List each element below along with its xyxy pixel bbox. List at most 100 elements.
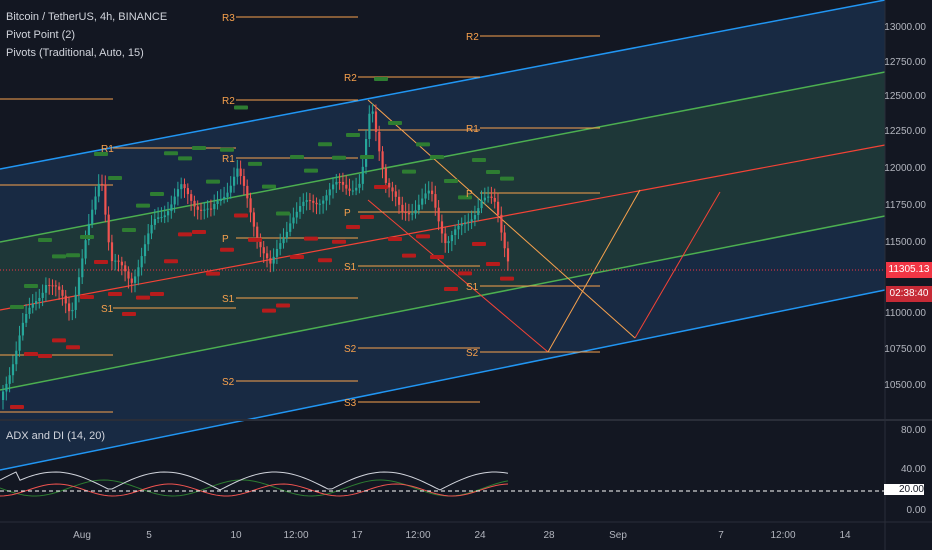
time-tick: 5 [146, 530, 152, 541]
pivot-block [248, 161, 262, 166]
candle-body [127, 271, 130, 279]
candle-body [8, 375, 11, 384]
pivot-block [178, 156, 192, 161]
symbol-legend[interactable]: Bitcoin / TetherUS, 4h, BINANCE [6, 11, 168, 23]
pivot-block [276, 303, 290, 308]
pivot-block [94, 260, 108, 264]
candle-body [219, 199, 222, 201]
price-tick: 12750.00 [884, 57, 926, 68]
candle-body [110, 242, 114, 262]
candle-body [28, 307, 31, 314]
pivot-block [150, 192, 164, 196]
time-tick: Sep [609, 530, 627, 541]
candle-body [381, 151, 384, 169]
candle-body [401, 204, 404, 212]
adx-tick: 0.00 [906, 505, 926, 516]
pivot-block [150, 292, 164, 296]
pivot-block [318, 142, 332, 147]
pivot-label: R2 [466, 32, 479, 43]
candle-body [94, 196, 97, 210]
time-tick: 12:00 [770, 530, 796, 541]
pivot-block [402, 253, 416, 258]
candle-body [269, 258, 272, 264]
candle-body [61, 289, 64, 296]
candle-body [11, 364, 15, 376]
candle-body [308, 200, 312, 202]
pivot-label: S2 [344, 344, 357, 355]
price-tick: 11500.00 [885, 237, 926, 248]
candle-body [351, 190, 354, 192]
projection-red-2 [634, 191, 721, 339]
indicator-legend-adx[interactable]: ADX and DI (14, 20) [6, 430, 106, 442]
pivot-block [276, 211, 290, 216]
pivot-label: S1 [344, 262, 357, 273]
pivot-block [374, 185, 388, 189]
pivot-block [80, 295, 94, 299]
candle-body [38, 297, 41, 302]
candle-body [239, 168, 242, 177]
candle-body [5, 383, 8, 392]
price-tick: 12000.00 [884, 163, 926, 174]
pivot-label: R3 [222, 13, 235, 24]
pivot-block [136, 203, 150, 208]
candle-body [236, 168, 239, 177]
candle-body [114, 260, 117, 262]
adx-threshold-badge: 20.00 [884, 484, 924, 495]
candle-body [503, 232, 506, 249]
pivot-label: S2 [466, 348, 479, 359]
candle-body [31, 303, 34, 308]
candle-body [431, 190, 434, 195]
pivot-block [38, 238, 52, 242]
channel-lower-line [0, 289, 886, 471]
pivot-block [486, 262, 500, 266]
candle-body [355, 187, 358, 191]
pivot-block [360, 215, 374, 219]
candle-body [101, 183, 104, 185]
candle-body [74, 294, 77, 310]
candle-body [341, 181, 345, 185]
candle-body [130, 278, 133, 283]
candle-body [332, 184, 335, 190]
pivot-block [262, 184, 276, 189]
indicator-legend-pivots[interactable]: Pivots (Traditional, Auto, 15) [6, 47, 144, 59]
candle-body [358, 183, 361, 188]
candle-body [470, 219, 473, 222]
pivot-block [388, 237, 402, 241]
candle-body [493, 197, 496, 202]
candle-body [233, 176, 236, 186]
pivot-block [360, 155, 374, 159]
pivot-block [332, 239, 346, 244]
pivot-label: R2 [222, 96, 235, 107]
candle-body [345, 184, 348, 189]
pivot-block [234, 105, 248, 110]
candle-body [275, 248, 279, 257]
candle-body [371, 111, 374, 114]
candle-body [338, 181, 341, 183]
candle-body [104, 184, 107, 215]
candle-body [54, 285, 57, 287]
adx-tick: 40.00 [900, 464, 926, 475]
pivot-block [416, 142, 430, 147]
candle-body [246, 185, 249, 199]
pivot-block [332, 155, 346, 160]
pivot-block [500, 176, 514, 181]
candle-body [180, 184, 183, 190]
pivot-block [472, 242, 486, 246]
candle-body [137, 267, 140, 277]
pivot-block [108, 176, 122, 180]
countdown-badge: 02:38:40 [886, 286, 932, 302]
candle-body [348, 188, 351, 191]
candle-body [335, 181, 338, 185]
candle-body [305, 200, 308, 202]
pivot-block [136, 295, 150, 300]
pivot-block [444, 179, 458, 183]
candle-body [384, 168, 387, 183]
indicator-legend-pivot-point[interactable]: Pivot Point (2) [6, 29, 76, 41]
pivot-label: R1 [101, 144, 114, 155]
candle-body [183, 184, 186, 189]
candle-body [500, 214, 503, 233]
candle-body [421, 198, 424, 205]
candle-body [259, 238, 262, 248]
candle-body [71, 309, 74, 312]
